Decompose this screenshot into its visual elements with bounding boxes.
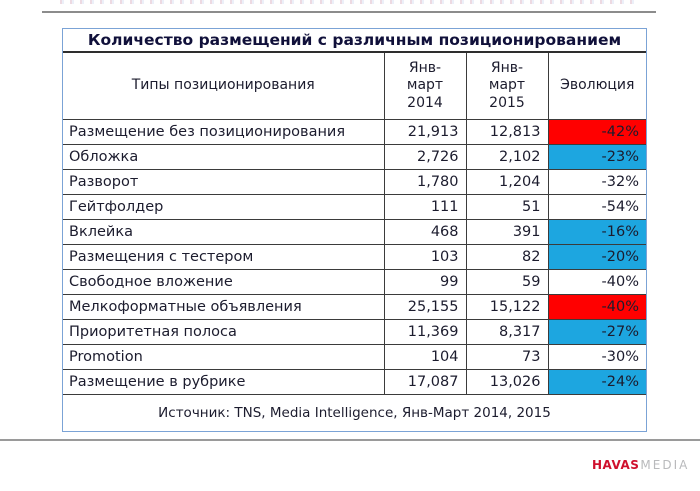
value-2015-cell: 15,122 [465,294,549,320]
row-label-cell: Promotion [62,344,385,370]
evolution-cell: -23% [547,144,647,170]
value-2015-cell: 13,026 [465,369,549,395]
evolution-cell: -27% [547,319,647,345]
table-row: Свободное вложение 99 59 -40% [62,269,647,295]
evolution-cell: -30% [547,344,647,370]
value-2015-cell: 82 [465,244,549,270]
table-row: Promotion 104 73 -30% [62,344,647,370]
evolution-cell: -20% [547,244,647,270]
evolution-cell: -54% [547,194,647,220]
value-2014-cell: 468 [383,219,467,245]
evolution-cell: -24% [547,369,647,395]
value-2015-cell: 12,813 [465,119,549,145]
table-row: Вклейка 468 391 -16% [62,219,647,245]
table-title: Количество размещений с различным позици… [63,29,646,53]
table-body: Размещение без позиционирования 21,913 12,… [62,119,647,395]
row-label-cell: Вклейка [62,219,385,245]
positioning-table: Количество размещений с различным позици… [62,28,647,432]
value-2014-cell: 17,087 [383,369,467,395]
table-row: Обложка 2,726 2,102 -23% [62,144,647,170]
value-2014-cell: 11,369 [383,319,467,345]
value-2014-cell: 111 [383,194,467,220]
logo-suffix-text: MEDIA [640,458,690,472]
table-row: Размещения с тестером 103 82 -20% [62,244,647,270]
value-2015-cell: 73 [465,344,549,370]
value-2014-cell: 25,155 [383,294,467,320]
value-2015-cell: 8,317 [465,319,549,345]
table-row: Гейтфолдер 111 51 -54% [62,194,647,220]
row-label-cell: Мелкоформатные объявления [62,294,385,320]
row-label-cell: Размещение без позиционирования [62,119,385,145]
row-label-cell: Приоритетная полоса [62,319,385,345]
row-label-cell: Гейтфолдер [62,194,385,220]
row-label-cell: Обложка [62,144,385,170]
evolution-cell: -42% [547,119,647,145]
row-label-cell: Разворот [62,169,385,195]
table-row: Размещение без позиционирования 21,913 12,… [62,119,647,145]
row-label-cell: Размещение в рубрике [62,369,385,395]
value-2015-cell: 2,102 [465,144,549,170]
value-2014-cell: 1,780 [383,169,467,195]
value-2014-cell: 103 [383,244,467,270]
row-label-cell: Размещения с тестером [62,244,385,270]
row-label-cell: Свободное вложение [62,269,385,295]
evolution-cell: -40% [547,269,647,295]
value-2015-cell: 59 [465,269,549,295]
table-row: Приоритетная полоса 11,369 8,317 -27% [62,319,647,345]
value-2015-cell: 51 [465,194,549,220]
value-2014-cell: 104 [383,344,467,370]
top-divider-line [42,11,656,13]
bottom-divider-line [0,439,700,441]
table-row: Разворот 1,780 1,204 -32% [62,169,647,195]
table-row: Мелкоформатные объявления 25,155 15,122 -40… [62,294,647,320]
logo-brand-text: HAVAS [592,458,640,472]
value-2015-cell: 391 [465,219,549,245]
column-header-2015: Янв- март 2015 [465,52,549,120]
value-2015-cell: 1,204 [465,169,549,195]
data-table: Типы позиционирования Янв- март 2014 Янв… [62,52,647,395]
table-row: Размещение в рубрике 17,087 13,026 -24% [62,369,647,395]
value-2014-cell: 99 [383,269,467,295]
header-row: Типы позиционирования Янв- март 2014 Янв… [62,52,647,120]
havas-media-logo: HAVASMEDIA [592,458,689,472]
source-note: Источник: TNS, Media Intelligence, Янв-М… [63,394,646,431]
column-header-types: Типы позиционирования [62,52,385,120]
evolution-cell: -40% [547,294,647,320]
column-header-evolution: Эволюция [547,52,647,120]
value-2014-cell: 2,726 [383,144,467,170]
value-2014-cell: 21,913 [383,119,467,145]
column-header-2014: Янв- март 2014 [383,52,467,120]
evolution-cell: -16% [547,219,647,245]
evolution-cell: -32% [547,169,647,195]
cropped-text-remnant [60,0,640,4]
